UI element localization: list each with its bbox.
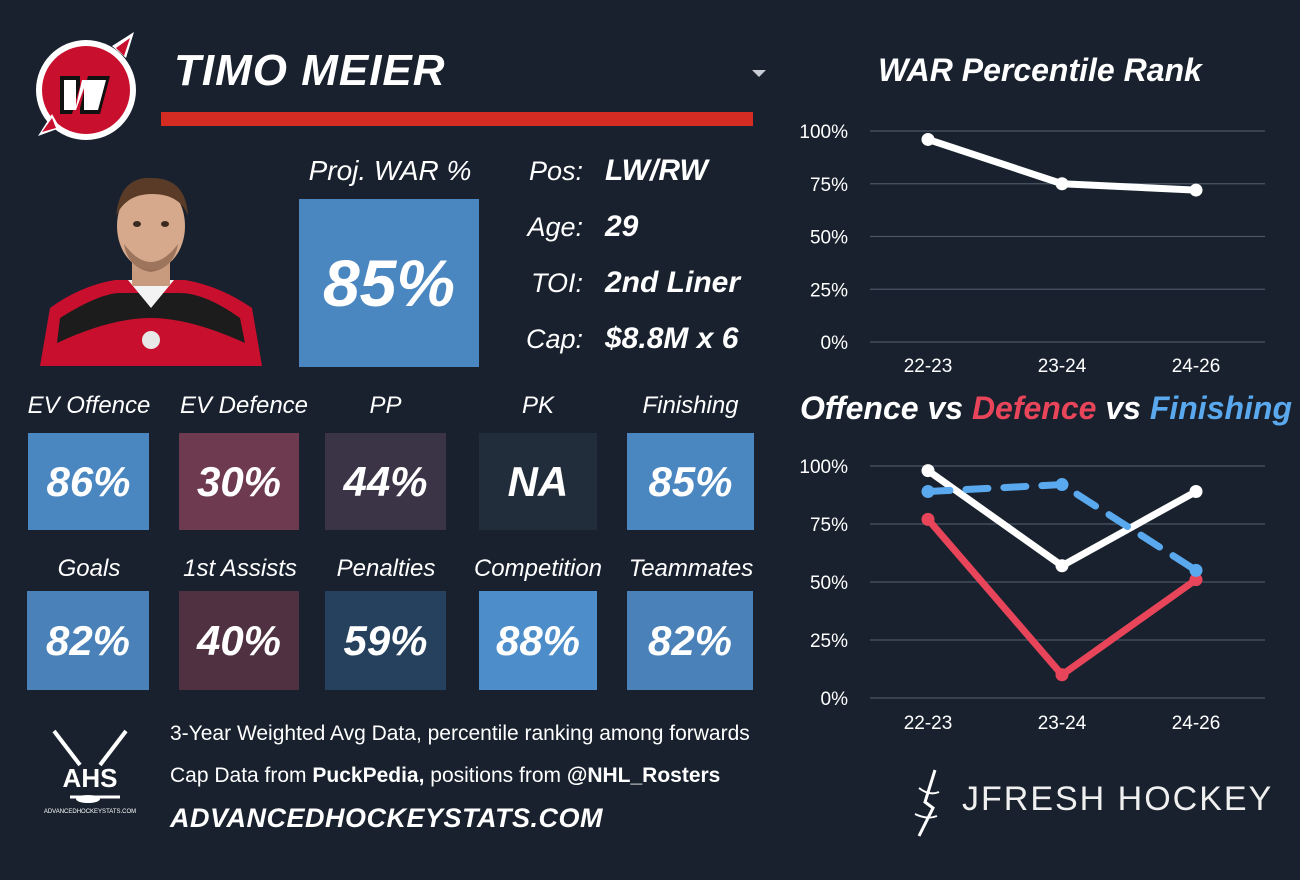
war-chart-ytick-label: 50% <box>810 228 848 249</box>
stat-value-1st-assists: 40% <box>196 616 282 664</box>
stat-value-finishing: 85% <box>648 457 733 505</box>
war-chart-series-0-point <box>921 132 935 146</box>
stat-label-goals: Goals <box>57 555 121 582</box>
war-chart-series-0-point <box>1189 183 1203 197</box>
ovd-chart-series-0-point <box>921 464 935 478</box>
ovd-chart-xtick-label: 24-26 <box>1172 713 1221 734</box>
stat-tile-goals: 82% <box>27 591 149 690</box>
stat-label-teammates: Teammates <box>628 555 754 582</box>
stat-tile-1st-assists: 40% <box>179 591 299 690</box>
hockey-sticks-icon: AHS ADVANCEDHOCKEYSTATS.COM <box>44 729 136 815</box>
title-part-vs-1: vs <box>918 390 972 426</box>
title-part-vs-2: vs <box>1096 390 1150 426</box>
ahs-logo-text: AHS <box>63 763 118 793</box>
jfresh-hockey-brand: JFRESH HOCKEY <box>962 780 1274 818</box>
stat-label-pk: PK <box>521 392 554 419</box>
footer-sources: Cap Data from PuckPedia, positions from … <box>170 764 720 788</box>
war-percentile-chart: 0% 25% 50% 75% 100% 22-23 23-24 24-26 <box>799 122 1265 377</box>
stat-label-1st-assists: 1st Assists <box>183 555 297 582</box>
ovd-chart-series-2-point <box>1055 478 1069 492</box>
info-value-age: 29 <box>605 210 639 243</box>
info-label-cap: Cap: <box>525 324 583 354</box>
ovd-chart-series-0-point <box>1055 559 1069 573</box>
info-label-age: Age: <box>527 212 583 242</box>
ovd-chart-series-0-point <box>1189 485 1203 499</box>
war-chart-ytick-label: 75% <box>810 175 848 196</box>
stat-tile-ev-offence: 86% <box>28 433 149 530</box>
war-chart-ytick-label: 25% <box>810 280 848 301</box>
jfresh-logo <box>905 768 949 838</box>
info-value-toi: 2nd Liner <box>605 266 741 299</box>
ovd-chart-ytick-label: 50% <box>810 573 848 594</box>
stat-value-pk: NA <box>507 457 569 505</box>
ovd-chart-series-2-point <box>1189 563 1203 577</box>
ovd-chart-title: Offence vs Defence vs Finishing <box>800 390 1292 427</box>
ovd-chart-ytick-label: 25% <box>810 631 848 652</box>
stat-tile-finishing: 85% <box>627 433 754 530</box>
footer-sources-mid: positions from <box>424 764 567 787</box>
title-part-offence: Offence <box>800 390 919 426</box>
ovd-chart-series-1-point <box>1055 668 1069 682</box>
info-value-cap: $8.8M x 6 <box>605 322 739 355</box>
stat-tile-pp: 44% <box>325 433 446 530</box>
player-headshot-icon <box>40 177 262 366</box>
ovd-chart-ytick-label: 100% <box>799 457 848 478</box>
ovd-chart-ytick-label: 75% <box>810 515 848 536</box>
stat-value-teammates: 82% <box>647 616 733 664</box>
war-chart-series-0-point <box>1055 177 1069 191</box>
stat-label-penalties: Penalties <box>336 555 436 582</box>
ovd-chart-series-1-point <box>921 512 935 526</box>
war-chart-xtick-label: 22-23 <box>904 356 953 377</box>
stat-label-finishing: Finishing <box>642 392 739 419</box>
nhl-rosters-link[interactable]: @NHL_Rosters <box>566 764 721 787</box>
footer-sources-prefix: Cap Data from <box>170 764 313 787</box>
player-name: TIMO MEIER <box>174 46 446 95</box>
team-logo <box>30 28 150 146</box>
ovd-chart-series-1-point <box>1189 573 1203 587</box>
war-chart-title: WAR Percentile Rank <box>878 52 1202 88</box>
stat-value-competition: 88% <box>495 616 581 664</box>
info-label-toi: TOI: <box>530 268 583 298</box>
stat-tile-penalties: 59% <box>325 591 446 690</box>
stat-value-ev-offence: 86% <box>46 457 131 505</box>
stat-label-competition: Competition <box>473 555 603 582</box>
puckpedia-link[interactable]: PuckPedia, <box>312 764 425 787</box>
stat-label-ev-offence: EV Offence <box>27 392 151 419</box>
devils-logo-icon <box>36 32 136 140</box>
ovd-chart-series-2-point <box>921 485 935 499</box>
ovd-chart-xtick-label: 22-23 <box>904 713 953 734</box>
info-value-pos: LW/RW <box>605 154 708 187</box>
ovd-chart-xtick-label: 23-24 <box>1038 713 1087 734</box>
caret-down-icon[interactable] <box>750 66 768 78</box>
war-chart-xtick-label: 23-24 <box>1038 356 1087 377</box>
stat-tile-pk: NA <box>479 433 597 530</box>
stat-tile-competition: 88% <box>479 591 597 690</box>
info-label-pos: Pos: <box>528 156 583 186</box>
title-part-defence: Defence <box>971 390 1097 426</box>
site-url[interactable]: ADVANCEDHOCKEYSTATS.COM <box>170 803 604 833</box>
ovd-chart-ytick-label: 0% <box>821 689 849 710</box>
stat-label-ev-defence: EV Defence <box>179 392 309 419</box>
ahs-logo-caption: ADVANCEDHOCKEYSTATS.COM <box>44 809 136 815</box>
stat-tile-teammates: 82% <box>627 591 753 690</box>
proj-war-label: Proj. WAR % <box>308 155 472 186</box>
war-chart-xtick-label: 24-26 <box>1172 356 1221 377</box>
stat-value-ev-defence: 30% <box>196 457 282 505</box>
hockey-stick-icon <box>914 769 940 837</box>
stat-label-pp: PP <box>369 392 402 419</box>
war-chart-ytick-label: 100% <box>799 122 848 143</box>
offence-defence-finishing-chart: 0% 25% 50% 75% 100% 22-23 23-24 24-26 <box>799 457 1265 734</box>
footer-methodology: 3-Year Weighted Avg Data, percentile ran… <box>170 722 750 745</box>
title-part-finishing: Finishing <box>1149 390 1293 426</box>
stat-tile-ev-defence: 30% <box>179 433 299 530</box>
stat-value-pp: 44% <box>343 457 428 505</box>
ahs-logo: AHS ADVANCEDHOCKEYSTATS.COM <box>40 725 140 817</box>
name-underline <box>161 112 753 126</box>
stat-value-goals: 82% <box>45 616 131 664</box>
player-photo <box>40 168 262 366</box>
proj-war-value: 85% <box>322 246 456 320</box>
proj-war-box: 85% <box>299 199 479 367</box>
war-chart-ytick-label: 0% <box>821 333 849 354</box>
stat-value-penalties: 59% <box>343 616 428 664</box>
